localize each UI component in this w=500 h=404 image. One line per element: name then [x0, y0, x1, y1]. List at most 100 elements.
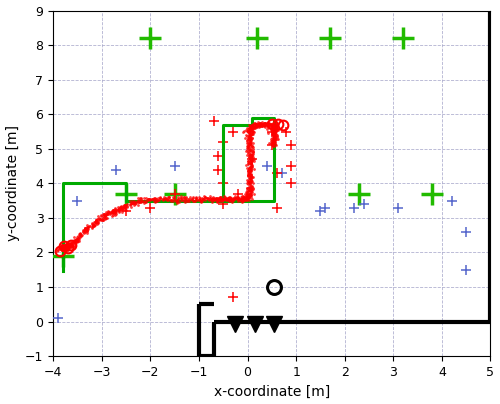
Point — [248, 128, 256, 135]
Point — [244, 170, 252, 176]
Point — [112, 208, 120, 215]
Point — [244, 168, 252, 175]
Point — [68, 241, 76, 248]
Point — [88, 224, 96, 231]
Point — [196, 197, 204, 204]
Point — [169, 194, 177, 201]
Point — [237, 194, 245, 200]
Point — [69, 239, 77, 245]
Point — [92, 218, 100, 225]
Point — [106, 209, 114, 215]
Point — [250, 129, 258, 135]
Point — [230, 196, 237, 202]
Point — [247, 161, 255, 167]
Point — [251, 125, 259, 132]
Point — [121, 201, 129, 208]
Point — [199, 196, 207, 202]
Point — [244, 160, 252, 167]
Point — [218, 198, 226, 204]
Point — [109, 206, 117, 213]
Point — [206, 195, 214, 202]
Point — [60, 244, 68, 250]
Point — [131, 200, 139, 206]
Point — [136, 199, 143, 205]
Point — [170, 194, 178, 201]
Point — [100, 213, 108, 220]
Point — [246, 131, 254, 137]
Point — [246, 190, 254, 196]
Point — [239, 198, 247, 204]
Point — [244, 190, 252, 196]
Point — [248, 125, 256, 131]
Point — [272, 130, 280, 137]
Point — [260, 121, 268, 128]
Point — [271, 130, 279, 137]
Point — [129, 200, 137, 206]
Point — [126, 202, 134, 208]
Point — [56, 244, 64, 250]
Point — [272, 130, 280, 137]
Point — [229, 197, 237, 203]
Point — [98, 213, 106, 219]
Point — [226, 194, 234, 200]
Point — [204, 195, 212, 202]
Point — [272, 136, 280, 142]
Point — [60, 247, 68, 253]
Point — [248, 122, 256, 128]
Point — [216, 196, 224, 203]
Point — [244, 128, 252, 134]
Point — [165, 196, 173, 202]
Point — [262, 122, 270, 128]
Point — [246, 191, 254, 198]
Point — [244, 173, 252, 179]
Point — [242, 196, 250, 203]
Point — [58, 243, 66, 250]
Point — [247, 187, 255, 194]
Point — [60, 246, 68, 252]
Point — [81, 227, 89, 233]
Point — [247, 135, 255, 142]
Point — [246, 134, 254, 140]
Point — [224, 195, 232, 201]
Point — [273, 132, 281, 139]
Point — [248, 184, 256, 191]
Point — [243, 139, 251, 146]
Point — [229, 195, 237, 202]
Point — [264, 122, 272, 128]
Point — [270, 126, 278, 133]
Point — [246, 168, 254, 175]
Point — [244, 184, 252, 191]
Point — [270, 125, 278, 131]
Point — [270, 123, 278, 130]
Point — [272, 123, 280, 129]
Point — [242, 131, 250, 138]
Point — [102, 209, 110, 215]
Point — [134, 202, 141, 208]
Point — [271, 135, 279, 141]
Point — [90, 221, 98, 228]
Point — [247, 171, 255, 177]
Point — [246, 191, 254, 197]
Point — [271, 130, 279, 136]
Point — [246, 151, 254, 158]
Point — [248, 122, 256, 129]
Point — [270, 122, 278, 128]
Point — [252, 120, 260, 127]
Point — [220, 196, 228, 202]
Point — [272, 127, 280, 133]
Point — [246, 185, 254, 191]
Point — [191, 198, 199, 204]
Point — [63, 244, 71, 250]
Point — [136, 196, 144, 202]
Point — [248, 157, 256, 163]
Point — [142, 199, 150, 206]
Point — [202, 194, 209, 201]
Point — [220, 196, 228, 203]
Point — [121, 202, 129, 208]
Point — [243, 147, 251, 154]
Point — [132, 200, 140, 206]
Point — [258, 121, 266, 128]
Point — [260, 122, 268, 128]
Point — [262, 120, 270, 126]
Point — [134, 197, 141, 204]
